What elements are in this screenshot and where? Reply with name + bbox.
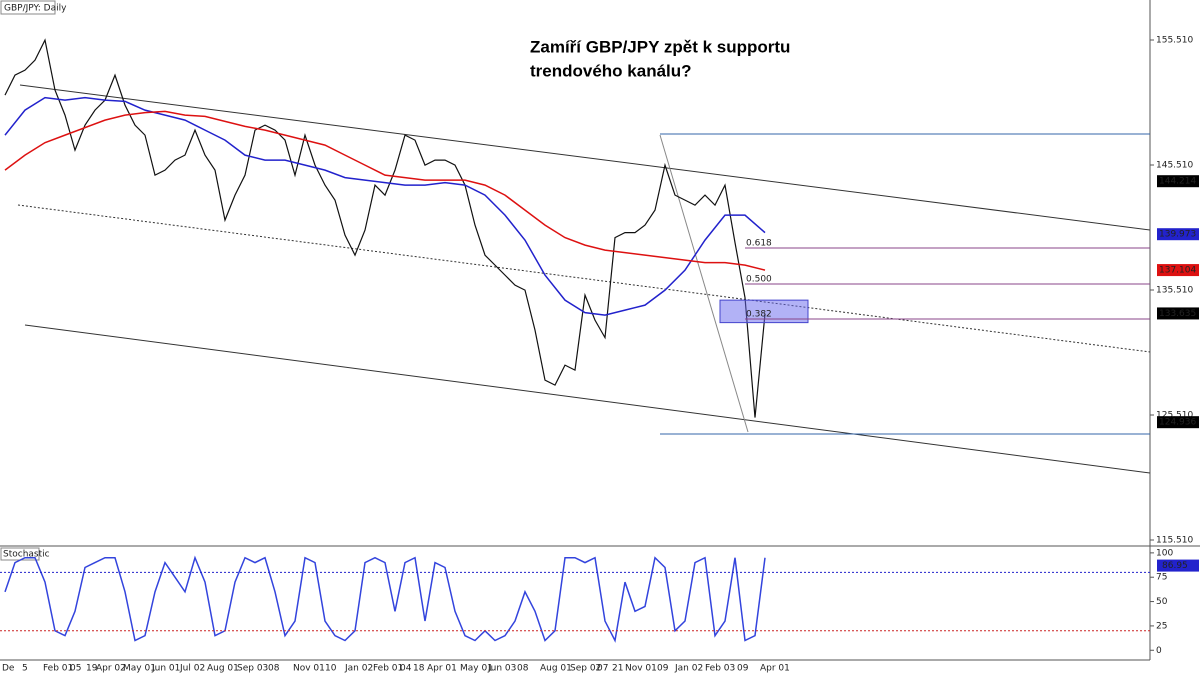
price-tag-label: 137.104 [1159,266,1196,276]
x-tick-label: Aug 01 [540,664,572,674]
price-tag [1157,416,1199,429]
zone [719,299,809,324]
x-tick-label: 09 [737,664,749,674]
x-tick-label: 5 [22,664,28,674]
x-tick-label: 09 [657,664,669,674]
series-line [4,38,766,418]
panel-label: Stochastic [3,550,50,560]
channel-line [19,84,1151,231]
stoch-tag [1157,559,1199,572]
x-tick-label: Sep 03 [237,664,268,674]
x-tick-label: May 01 [123,664,156,674]
x-tick-label: Apr 01 [427,664,457,674]
y-tick-label: 100 [1156,548,1173,558]
x-tick-label: 08 [268,664,280,674]
y-tick-label: 75 [1156,573,1167,583]
x-tick-label: 08 [517,664,529,674]
x-tick-label: Jun 03 [487,664,516,674]
x-tick-label: Aug 01 [207,664,239,674]
x-tick-label: Jan 02 [344,664,373,674]
y-tick-label: 50 [1156,597,1168,607]
x-tick-label: 07 [597,664,608,674]
x-tick-label: 05 [70,664,81,674]
price-tag [1157,175,1199,188]
x-tick-label: De [2,664,15,674]
price-tag-label: 124.936 [1159,418,1196,428]
x-tick-label: Sep 02 [570,664,601,674]
stoch-tag-label: 86.95 [1162,561,1188,571]
x-tick-label: Feb 01 [373,664,403,674]
x-tick-label: Feb 03 [705,664,735,674]
price-tag-label: 139.973 [1159,230,1196,240]
series-line [4,555,766,643]
annotation: Zamíří GBP/JPY zpět k supportu [530,37,790,56]
title-box [0,0,56,15]
x-tick-label: 10 [325,664,337,674]
series-line [4,110,766,271]
price-tag [1157,228,1199,241]
x-tick-label: 21 [612,664,623,674]
x-tick-label: Jul 02 [179,664,205,674]
y-tick-label: 0 [1156,646,1162,656]
y-tick-label: 145.510 [1156,161,1193,171]
x-tick-label: Feb 01 [43,664,73,674]
x-tick-label: May 01 [460,664,493,674]
fib-label: 0.500 [746,275,772,285]
x-tick-label: Jan 02 [674,664,703,674]
series-line [4,96,766,316]
x-tick-label: 04 [400,664,412,674]
fib-diagonal [659,134,749,433]
x-tick-label: Apr 02 [96,664,126,674]
fib-label: 0.618 [746,239,772,249]
x-tick-label: Nov 01 [625,664,657,674]
annotation: trendového kanálu? [530,61,692,80]
x-tick-label: 19 [86,664,98,674]
y-tick-label: 125.510 [1156,411,1193,421]
price-tag-label: 133.635 [1159,309,1196,319]
x-tick-label: 18 [413,664,425,674]
y-tick-label: 135.510 [1156,286,1193,296]
channel-line [24,324,1151,474]
y-tick-label: 25 [1156,621,1167,631]
x-tick-label: Jun 01 [151,664,180,674]
fib-label: 0.382 [746,310,772,320]
y-tick-label: 155.510 [1156,36,1193,46]
chart-title: GBP/JPY: Daily [4,4,67,14]
y-tick-label: 115.510 [1156,536,1193,546]
price-tag-label: 144.214 [1159,177,1196,187]
x-tick-label: Nov 01 [293,664,325,674]
price-tag [1157,307,1199,320]
price-tag [1157,264,1199,277]
x-tick-label: Apr 01 [760,664,790,674]
